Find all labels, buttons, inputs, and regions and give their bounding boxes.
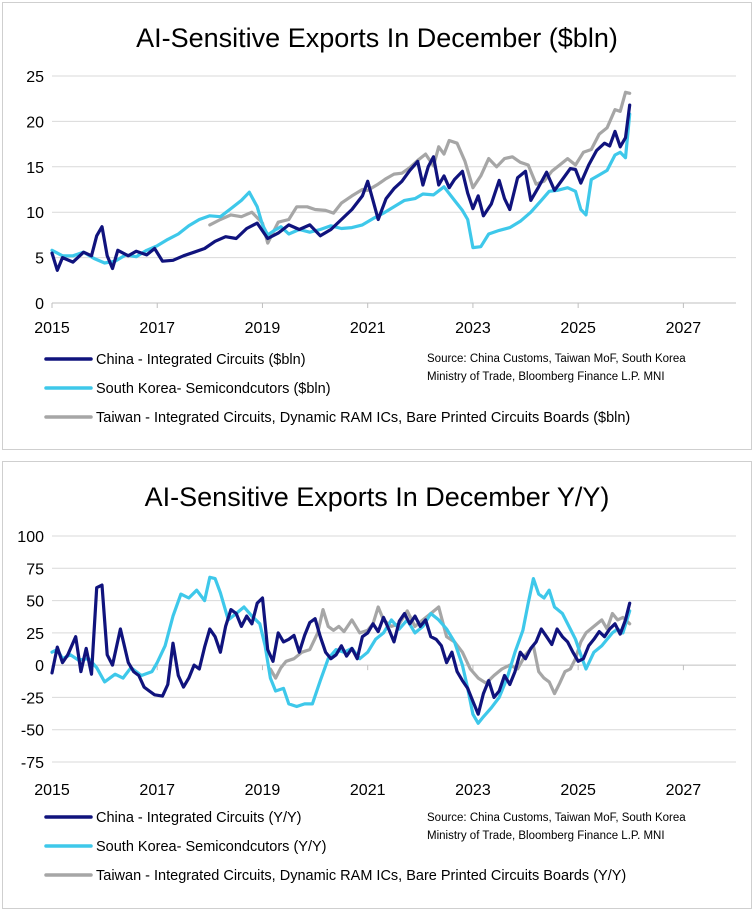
y-tick-label: -25 (21, 690, 44, 707)
x-tick-label: 2021 (350, 320, 386, 337)
x-tick-label: 2019 (245, 320, 281, 337)
y-tick-label: 0 (35, 658, 44, 675)
chart-2-svg: AI-Sensitive Exports In December Y/Y) 10… (17, 482, 736, 884)
legend-label: China - Integrated Circuits (Y/Y) (96, 810, 302, 826)
y-tick-label: 0 (35, 296, 44, 313)
x-tick-label: 2017 (139, 782, 175, 799)
x-tick-label: 2027 (666, 782, 702, 799)
chart-panel-year-over-year: AI-Sensitive Exports In December Y/Y) 10… (2, 461, 752, 909)
y-tick-label: 15 (26, 160, 44, 177)
y-tick-label: -75 (21, 755, 44, 772)
legend-label: China - Integrated Circuits ($bln) (96, 352, 306, 368)
y-tick-label: 25 (26, 69, 44, 86)
chart-2-title: AI-Sensitive Exports In December Y/Y) (145, 482, 610, 512)
legend-label: Taiwan - Integrated Circuits, Dynamic RA… (96, 868, 626, 884)
y-tick-label: 10 (26, 205, 44, 222)
x-tick-label: 2015 (34, 320, 70, 337)
chart-panel-dollar-billions: AI-Sensitive Exports In December ($bln) … (2, 2, 752, 450)
x-tick-label: 2023 (455, 782, 491, 799)
series-line-china (50, 103, 632, 272)
series-line-south-korea (50, 112, 632, 265)
x-tick-label: 2027 (666, 320, 702, 337)
legend-label: South Korea- Semicondcutors (Y/Y) (96, 839, 327, 855)
legend-label: South Korea- Semicondcutors ($bln) (96, 381, 331, 397)
y-tick-label: 5 (35, 251, 44, 268)
chart-1-title: AI-Sensitive Exports In December ($bln) (136, 23, 618, 53)
x-tick-label: 2019 (245, 782, 281, 799)
series-line-china (50, 583, 632, 716)
series-line-taiwan (208, 90, 632, 245)
x-tick-label: 2025 (560, 320, 596, 337)
x-tick-label: 2017 (139, 320, 175, 337)
y-tick-label: -50 (21, 723, 44, 740)
x-tick-label: 2021 (350, 782, 386, 799)
x-tick-label: 2015 (34, 782, 70, 799)
y-tick-label: 50 (26, 594, 44, 611)
series-line-south-korea (50, 575, 632, 725)
y-tick-label: 20 (26, 114, 44, 131)
x-tick-label: 2023 (455, 320, 491, 337)
y-tick-label: 100 (17, 529, 44, 546)
y-tick-label: 75 (26, 561, 44, 578)
chart-1-source-line-2: Ministry of Trade, Bloomberg Finance L.P… (427, 371, 665, 383)
legend-label: Taiwan - Integrated Circuits, Dynamic RA… (96, 410, 630, 426)
chart-2-source-line-1: Source: China Customs, Taiwan MoF, South… (427, 812, 686, 824)
chart-1-svg: AI-Sensitive Exports In December ($bln) … (26, 23, 736, 426)
y-tick-label: 25 (26, 626, 44, 643)
chart-2-source-line-2: Ministry of Trade, Bloomberg Finance L.P… (427, 830, 665, 842)
x-tick-label: 2025 (560, 782, 596, 799)
chart-1-source-line-1: Source: China Customs, Taiwan MoF, South… (427, 353, 686, 365)
